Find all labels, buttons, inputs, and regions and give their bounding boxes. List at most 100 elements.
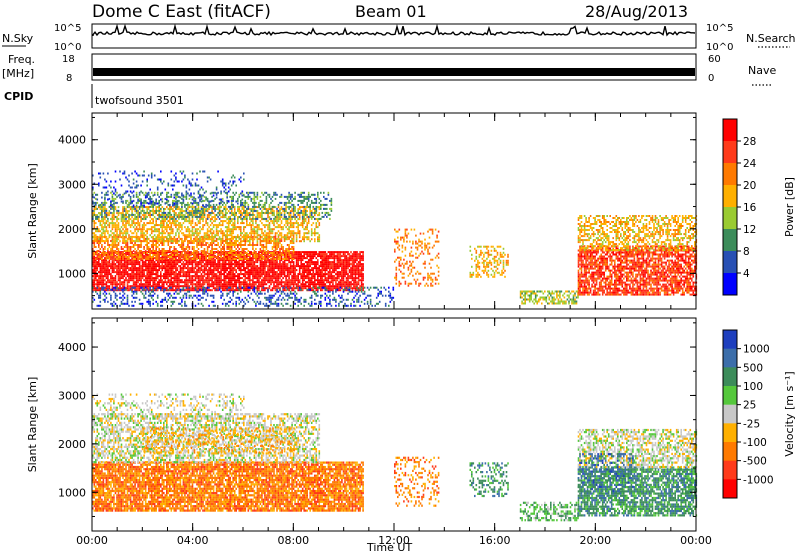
heatmap-cell [346,261,348,263]
heatmap-cell [288,254,290,256]
heatmap-cell [308,255,310,257]
heatmap-cell [232,232,234,234]
heatmap-cell [273,246,275,248]
heatmap-cell [222,222,224,224]
heatmap-cell [180,224,182,226]
heatmap-cell [193,250,195,252]
heatmap-cell [152,273,154,275]
heatmap-cell [112,265,114,267]
heatmap-cell [155,283,157,285]
heatmap-cell [148,222,150,224]
heatmap-cell [285,265,287,267]
heatmap-cell [130,246,132,248]
heatmap-cell [272,289,274,291]
heatmap-cell [119,234,121,236]
heatmap-cell [313,257,315,259]
heatmap-cell [140,228,142,230]
heatmap-cell [149,269,151,271]
heatmap-cell [142,269,144,271]
heatmap-cell [303,273,305,275]
heatmap-cell [326,259,328,261]
heatmap-cell [192,258,194,260]
heatmap-cell [349,257,351,259]
heatmap-cell [130,224,132,226]
heatmap-cell [109,265,111,267]
heatmap-cell [154,283,156,285]
heatmap-cell [208,267,210,269]
heatmap-cell [119,273,121,275]
heatmap-cell [152,250,154,252]
heatmap-cell [319,269,321,271]
heatmap-cell [165,218,167,220]
heatmap-cell [140,267,142,269]
heatmap-cell [133,208,135,210]
heatmap-cell [248,244,250,246]
heatmap-cell [162,269,164,271]
heatmap-cell [145,281,147,283]
heatmap-cell [317,263,319,265]
heatmap-cell [165,271,167,273]
heatmap-cell [323,253,325,255]
heatmap-cell [223,234,225,236]
heatmap-cell [177,273,179,275]
heatmap-cell [134,244,136,246]
heatmap-cell [118,226,120,228]
heatmap-cell [190,271,192,273]
heatmap-cell [122,220,124,222]
heatmap-cell [235,240,237,242]
heatmap-cell [213,285,215,287]
heatmap-cell [245,252,247,254]
heatmap-cell [122,234,124,236]
heatmap-cell [217,250,219,252]
heatmap-cell [157,228,159,230]
heatmap-cell [226,212,228,214]
heatmap-cell [107,250,109,252]
heatmap-cell [211,277,213,279]
heatmap-cell [148,246,150,248]
heatmap-cell [358,261,360,263]
heatmap-cell [134,263,136,265]
heatmap-cell [341,271,343,273]
heatmap-cell [264,246,266,248]
heatmap-cell [195,228,197,230]
heatmap-cell [337,253,339,255]
heatmap-cell [124,218,126,220]
heatmap-cell [116,232,118,234]
heatmap-cell [303,267,305,269]
heatmap-cell [181,208,183,210]
heatmap-cell [309,261,311,263]
heatmap-cell [337,255,339,257]
heatmap-cell [187,267,189,269]
heatmap-cell [240,230,242,232]
heatmap-cell [201,275,203,277]
heatmap-cell [130,214,132,216]
heatmap-cell [291,287,293,289]
heatmap-cell [148,238,150,240]
heatmap-cell [229,234,231,236]
heatmap-cell [246,248,248,250]
heatmap-cell [154,238,156,240]
heatmap-cell [145,206,147,208]
heatmap-cell [308,277,310,279]
heatmap-cell [97,281,99,283]
heatmap-cell [187,254,189,256]
heatmap-cell [109,261,111,263]
heatmap-cell [95,269,97,271]
heatmap-cell [107,248,109,250]
heatmap-cell [275,261,277,263]
heatmap-cell [160,240,162,242]
heatmap-cell [258,283,260,285]
heatmap-cell [211,232,213,234]
heatmap-cell [169,208,171,210]
heatmap-cell [300,257,302,259]
heatmap-cell [320,251,322,253]
heatmap-cell [151,230,153,232]
heatmap-cell [207,222,209,224]
heatmap-cell [234,244,236,246]
heatmap-cell [275,289,277,291]
heatmap-cell [154,224,156,226]
heatmap-cell [350,263,352,265]
heatmap-cell [232,236,234,238]
heatmap-cell [213,283,215,285]
heatmap-cell [226,259,228,261]
